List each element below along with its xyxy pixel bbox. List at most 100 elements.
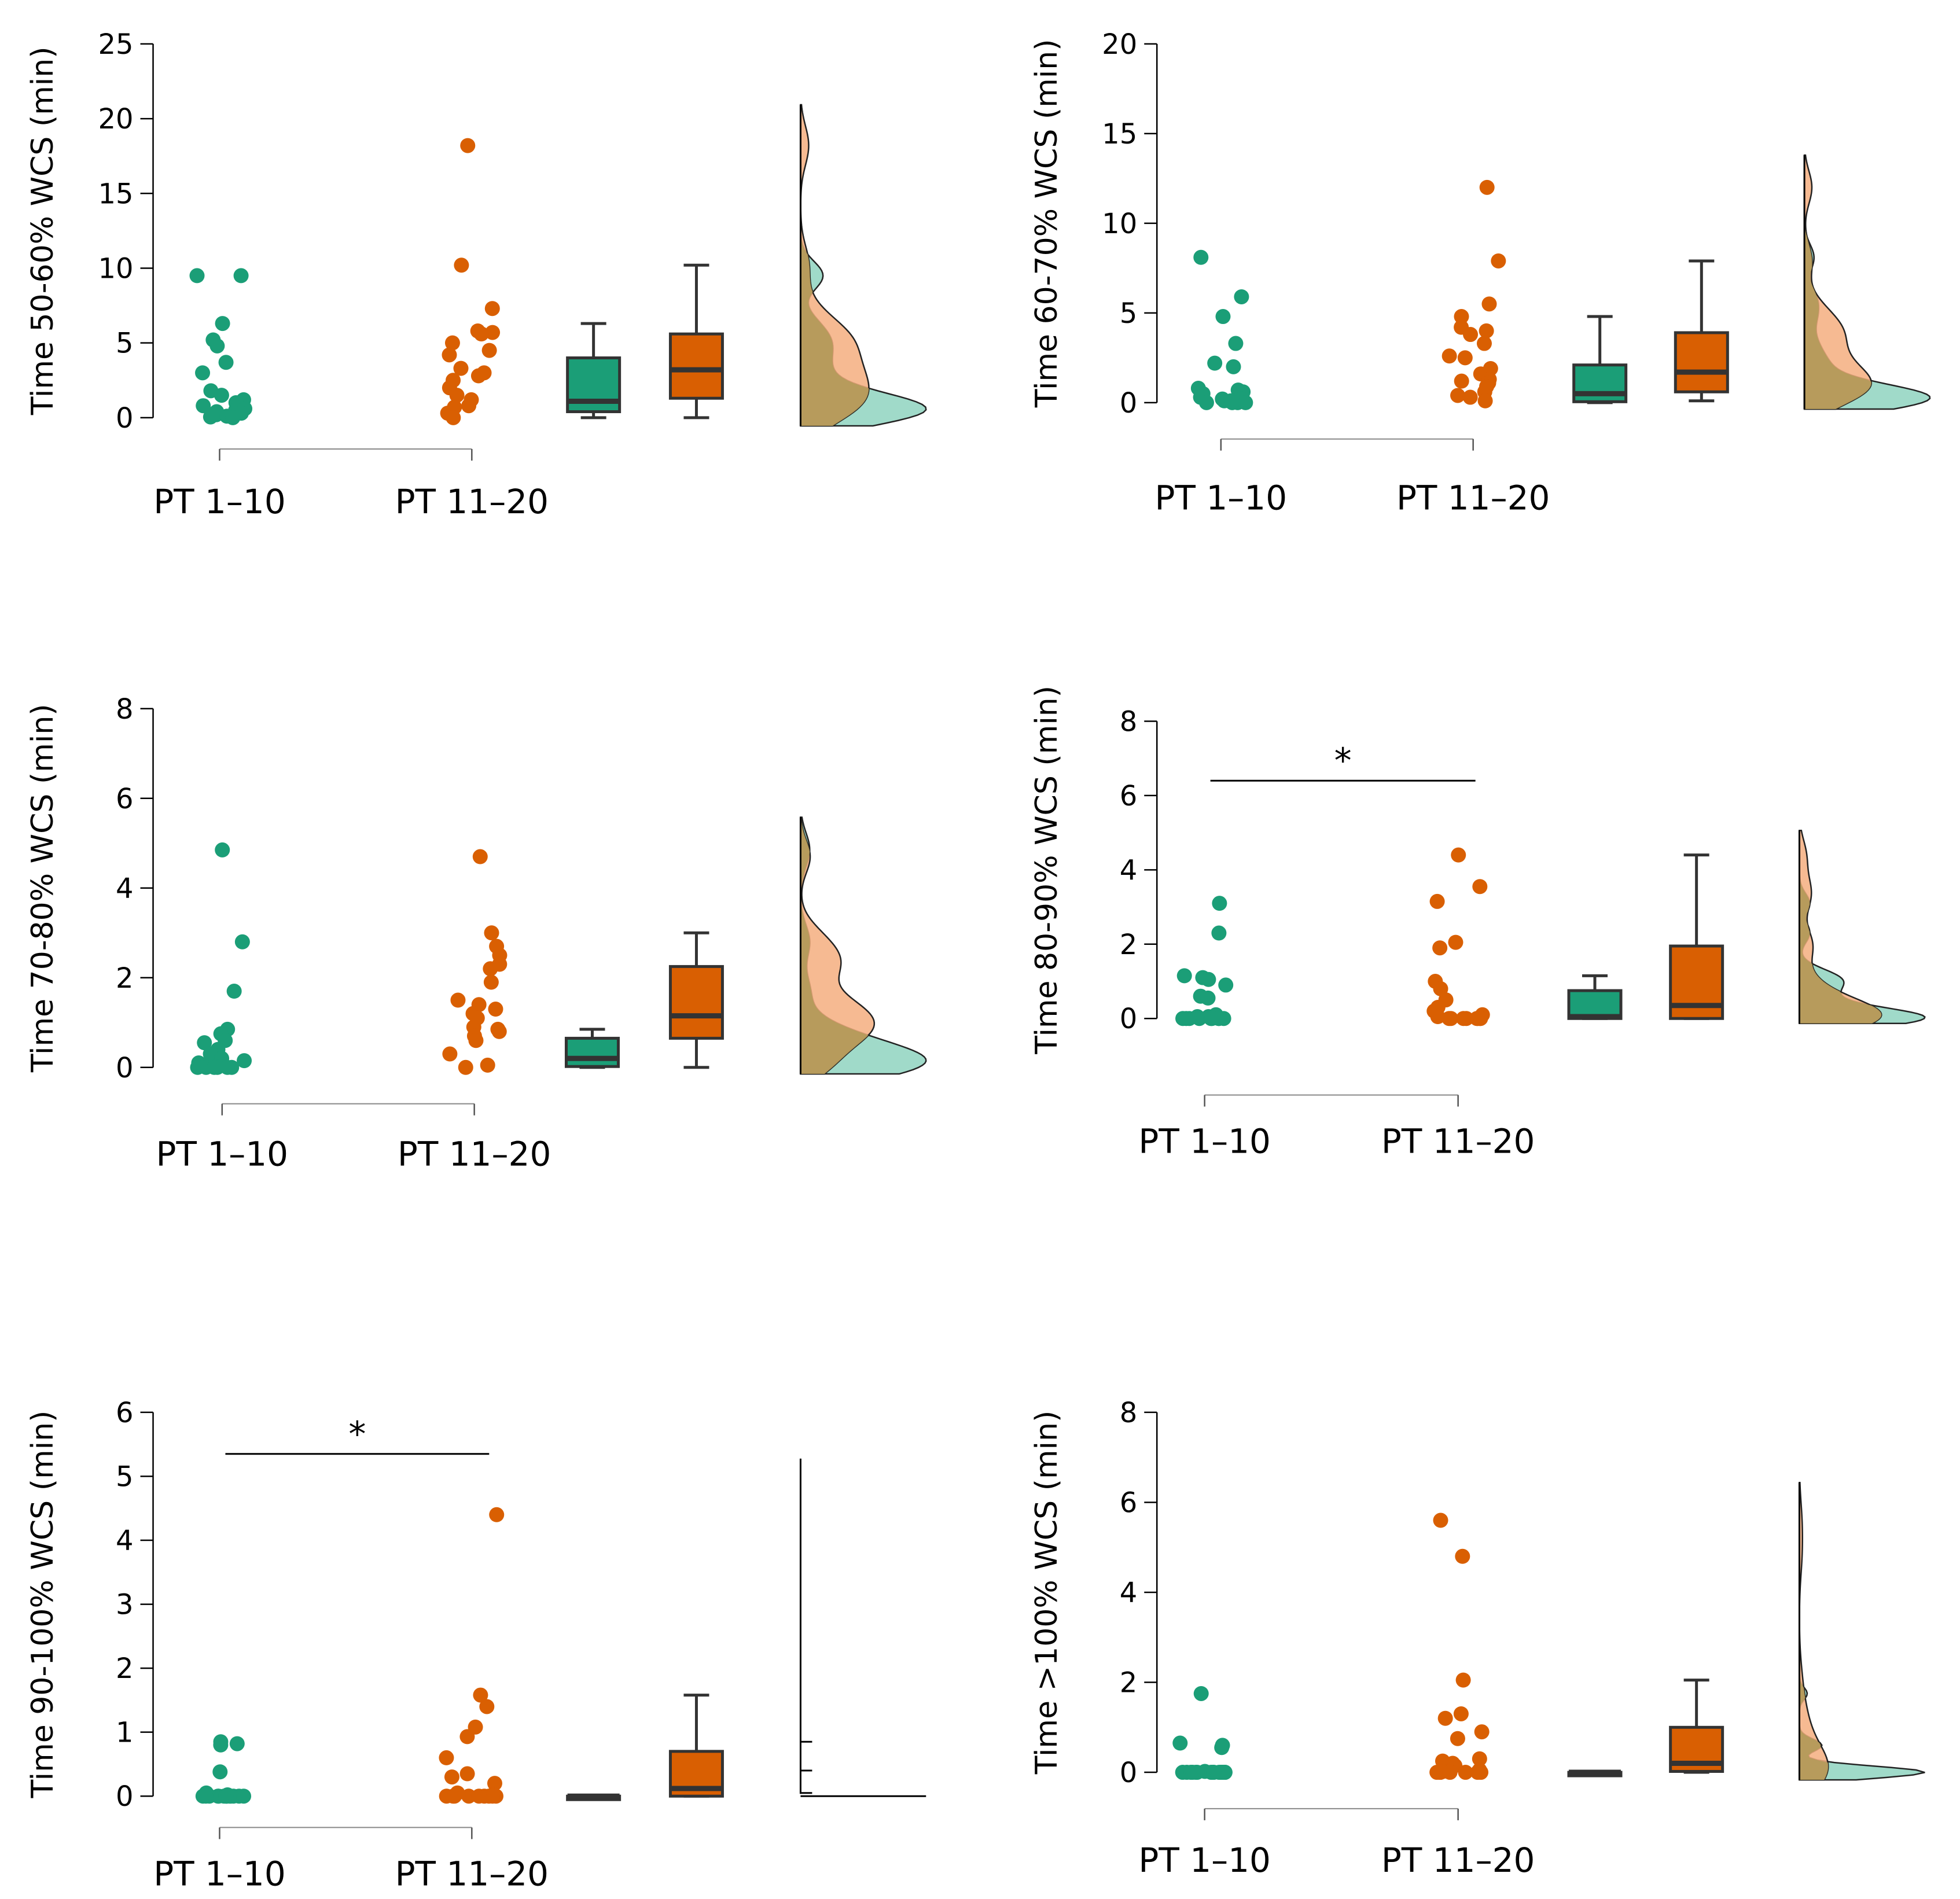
data-point-pt11-20 — [459, 1766, 475, 1782]
y-tick-label: 20 — [1102, 28, 1137, 61]
y-tick-label: 15 — [98, 178, 133, 210]
data-point-pt1-10 — [215, 842, 230, 858]
x-tick-label: PT 11–20 — [395, 1854, 549, 1894]
data-point-pt11-20 — [444, 335, 460, 351]
data-point-pt1-10 — [195, 365, 211, 381]
data-point-pt11-20 — [473, 326, 489, 342]
y-axis-title: Time 80-90% WCS (min) — [1029, 686, 1064, 1055]
data-point-pt1-10 — [1172, 1735, 1188, 1751]
data-point-pt11-20 — [1451, 847, 1466, 863]
data-point-pt11-20 — [1472, 879, 1488, 895]
y-axis-title: Time 60-70% WCS (min) — [1029, 39, 1064, 408]
data-point-pt1-10 — [196, 398, 211, 414]
data-point-pt1-10 — [1193, 249, 1209, 265]
y-tick-label: 20 — [98, 103, 133, 135]
data-point-pt1-10 — [236, 1788, 252, 1804]
x-tick-label: PT 11–20 — [398, 1134, 551, 1173]
density-pt1-10 — [1799, 1482, 1925, 1781]
data-point-pt11-20 — [1433, 981, 1448, 996]
y-tick-label: 8 — [1120, 705, 1138, 738]
y-tick-label: 0 — [1120, 1003, 1138, 1035]
data-point-pt11-20 — [480, 1057, 495, 1073]
data-point-pt11-20 — [473, 1687, 488, 1703]
data-point-pt11-20 — [1457, 350, 1473, 366]
y-tick-label: 3 — [116, 1589, 134, 1621]
x-tick-label: PT 1–10 — [1155, 479, 1288, 518]
data-point-pt1-10 — [219, 1059, 235, 1075]
box-body — [668, 332, 724, 400]
box-body — [564, 1036, 620, 1068]
data-point-pt11-20 — [450, 992, 466, 1008]
data-point-pt11-20 — [1455, 1011, 1471, 1026]
y-tick-label: 6 — [116, 1397, 134, 1429]
data-point-pt11-20 — [1479, 179, 1495, 195]
data-point-pt11-20 — [1455, 1548, 1470, 1564]
data-point-pt11-20 — [1450, 1731, 1465, 1746]
data-point-pt1-10 — [213, 1737, 229, 1753]
y-tick-label: 2 — [116, 1653, 134, 1685]
data-point-pt11-20 — [1476, 336, 1492, 351]
data-point-pt11-20 — [1458, 1765, 1473, 1780]
y-tick-label: 2 — [1120, 929, 1138, 961]
y-tick-label: 6 — [1120, 1486, 1138, 1519]
data-point-pt1-10 — [190, 1059, 205, 1075]
data-point-pt11-20 — [442, 1046, 458, 1062]
x-tick-label: PT 1–10 — [153, 1854, 286, 1894]
data-point-pt1-10 — [1206, 1765, 1222, 1780]
chart-panel-2: 0 5 10 15 20 Time 60-70% WCS (min) PT 1–10 PT 1… — [1029, 28, 1931, 518]
data-point-pt1-10 — [233, 268, 249, 284]
data-point-pt11-20 — [1453, 1706, 1469, 1721]
data-point-pt1-10 — [215, 316, 230, 332]
data-point-pt11-20 — [1481, 296, 1497, 312]
significance-star: * — [1334, 741, 1352, 781]
data-point-pt11-20 — [483, 974, 499, 990]
data-point-pt11-20 — [483, 961, 498, 977]
data-point-pt1-10 — [1228, 336, 1244, 351]
x-tick-label: PT 1–10 — [156, 1134, 289, 1173]
y-tick-label: 0 — [116, 1052, 134, 1084]
density-overlap — [800, 817, 869, 1074]
box-body — [1674, 331, 1729, 393]
chart-panel-3: 0 2 4 6 8 Time 70-80% WCS (min) PT 1–10 PT 11–2… — [25, 693, 927, 1173]
y-tick-label: 0 — [1120, 387, 1138, 419]
box-body — [1567, 989, 1623, 1020]
x-tick-label: PT 1–10 — [1138, 1841, 1271, 1880]
data-point-pt1-10 — [214, 388, 229, 403]
y-tick-label: 10 — [98, 252, 133, 285]
data-point-pt1-10 — [1234, 289, 1249, 304]
data-point-pt1-10 — [1193, 1685, 1209, 1701]
density-overlap — [1799, 830, 1882, 1024]
chart-panel-6: 0 2 4 6 8 Time >100% WCS (min) PT 1–10 PT 11–20 — [1029, 1397, 1925, 1880]
data-point-pt11-20 — [471, 1788, 487, 1804]
data-point-pt1-10 — [1200, 990, 1216, 1006]
x-tick-label: PT 11–20 — [1381, 1122, 1535, 1161]
data-point-pt11-20 — [449, 388, 465, 403]
data-point-pt11-20 — [1477, 393, 1493, 408]
data-point-pt11-20 — [1429, 893, 1445, 909]
y-tick-label: 2 — [1120, 1667, 1138, 1699]
data-point-pt1-10 — [1224, 395, 1240, 410]
data-point-pt1-10 — [1214, 1740, 1230, 1756]
data-point-pt11-20 — [487, 1776, 502, 1791]
data-point-pt1-10 — [1198, 395, 1214, 410]
data-point-pt11-20 — [1437, 1710, 1453, 1726]
chart-panel-5: 0 1 2 3 4 5 6 Time 90-100% WCS (min) PT 1–10 PT 1… — [25, 1397, 926, 1894]
data-point-pt11-20 — [447, 1788, 462, 1804]
data-point-pt11-20 — [1463, 327, 1479, 343]
x-tick-label: PT 11–20 — [395, 482, 549, 521]
data-point-pt1-10 — [1204, 1011, 1220, 1026]
x-tick-label: PT 1–10 — [153, 482, 286, 521]
y-axis-title: Time 50-60% WCS (min) — [25, 47, 60, 416]
density-pt11-20 — [1803, 154, 1873, 410]
data-point-pt11-20 — [1455, 1672, 1471, 1688]
density-overlap — [1804, 155, 1871, 410]
data-point-pt1-10 — [229, 1736, 245, 1751]
y-tick-label: 10 — [1102, 208, 1137, 240]
data-point-pt11-20 — [1432, 940, 1448, 956]
data-point-pt1-10 — [1182, 1011, 1197, 1026]
data-point-pt11-20 — [468, 1033, 484, 1048]
data-point-pt11-20 — [472, 849, 488, 864]
data-point-pt1-10 — [189, 268, 205, 284]
data-point-pt1-10 — [209, 338, 225, 354]
